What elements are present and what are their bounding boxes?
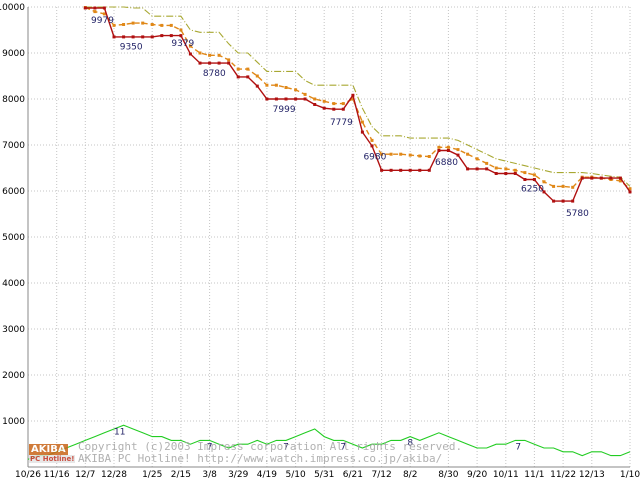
- svg-text:7/12: 7/12: [371, 470, 391, 480]
- svg-text:12/13: 12/13: [579, 470, 605, 480]
- svg-text:10/26: 10/26: [15, 470, 41, 480]
- svg-text:1/10: 1/10: [620, 470, 640, 480]
- x-axis-labels: 10/26 11/16 12/7 12/28 1/25 2/15 3/8 3/29 4/19 5/…: [15, 470, 640, 480]
- series-shops_count: [27, 424, 631, 460]
- series-highest_price: [85, 6, 631, 187]
- svg-text:7000: 7000: [2, 141, 25, 151]
- svg-text:1/25: 1/25: [142, 470, 162, 480]
- svg-text:7: 7: [283, 443, 289, 453]
- svg-text:7: 7: [340, 443, 346, 453]
- svg-text:1000: 1000: [2, 417, 25, 427]
- svg-text:6/21: 6/21: [343, 470, 363, 480]
- svg-text:2000: 2000: [2, 371, 25, 381]
- svg-text:5/31: 5/31: [314, 470, 334, 480]
- svg-text:6980: 6980: [363, 153, 386, 163]
- svg-text:8: 8: [407, 439, 413, 449]
- copyright-line-1: Copyright (c)2003 Impress corporation Al…: [78, 440, 463, 453]
- svg-text:9350: 9350: [120, 42, 143, 52]
- svg-text:5000: 5000: [2, 233, 25, 243]
- svg-text:7999: 7999: [273, 105, 296, 115]
- svg-text:9979: 9979: [91, 16, 114, 26]
- svg-text:8/2: 8/2: [403, 470, 417, 480]
- series-lowest_price: [83, 6, 632, 203]
- akiba-logo-text: AKIBA: [29, 444, 68, 455]
- svg-text:7: 7: [207, 443, 213, 453]
- svg-text:7779: 7779: [330, 118, 353, 128]
- point-labels: 9979 9350 9379 8780 7999 7779 6980 6880 6250 5780…: [91, 16, 589, 452]
- svg-text:12/28: 12/28: [101, 470, 127, 480]
- copyright-line-2: AKIBA PC Hotline! http://www.watch.impre…: [78, 452, 443, 465]
- svg-text:8000: 8000: [2, 95, 25, 105]
- svg-text:9/20: 9/20: [467, 470, 487, 480]
- svg-text:3000: 3000: [2, 325, 25, 335]
- y-axis-labels: 1000 2000 3000 4000 5000 6000 7000 8000 9000 1000…: [0, 3, 25, 427]
- svg-text:6250: 6250: [521, 185, 544, 195]
- svg-text:9000: 9000: [2, 49, 25, 59]
- svg-text:4000: 4000: [2, 279, 25, 289]
- pc-hotline-logo-text: PC Hotline!: [29, 455, 76, 463]
- svg-text:10/11: 10/11: [493, 470, 519, 480]
- svg-text:10000: 10000: [0, 3, 25, 13]
- series-average_price: [83, 6, 632, 191]
- svg-text:11: 11: [114, 427, 125, 437]
- svg-text:11/22: 11/22: [550, 470, 576, 480]
- svg-text:6000: 6000: [2, 187, 25, 197]
- svg-text:12/7: 12/7: [75, 470, 95, 480]
- svg-text:8/30: 8/30: [438, 470, 458, 480]
- svg-text:5/10: 5/10: [285, 470, 305, 480]
- svg-text:7: 7: [515, 443, 521, 453]
- svg-text:8780: 8780: [203, 69, 226, 79]
- akiba-watermark-logo: AKIBA PC Hotline!: [29, 444, 76, 463]
- svg-text:4/19: 4/19: [257, 470, 277, 480]
- svg-text:11/1: 11/1: [524, 470, 544, 480]
- svg-text:5780: 5780: [566, 209, 589, 219]
- copyright-watermark: Copyright (c)2003 Impress corporation Al…: [78, 441, 462, 465]
- svg-text:2/15: 2/15: [171, 470, 191, 480]
- svg-text:11/16: 11/16: [44, 470, 70, 480]
- svg-text:3/29: 3/29: [228, 470, 248, 480]
- svg-text:3/8: 3/8: [202, 470, 217, 480]
- svg-text:9379: 9379: [171, 39, 194, 49]
- svg-text:6880: 6880: [435, 158, 458, 168]
- axes: [27, 7, 630, 468]
- grid-lines: [27, 6, 631, 467]
